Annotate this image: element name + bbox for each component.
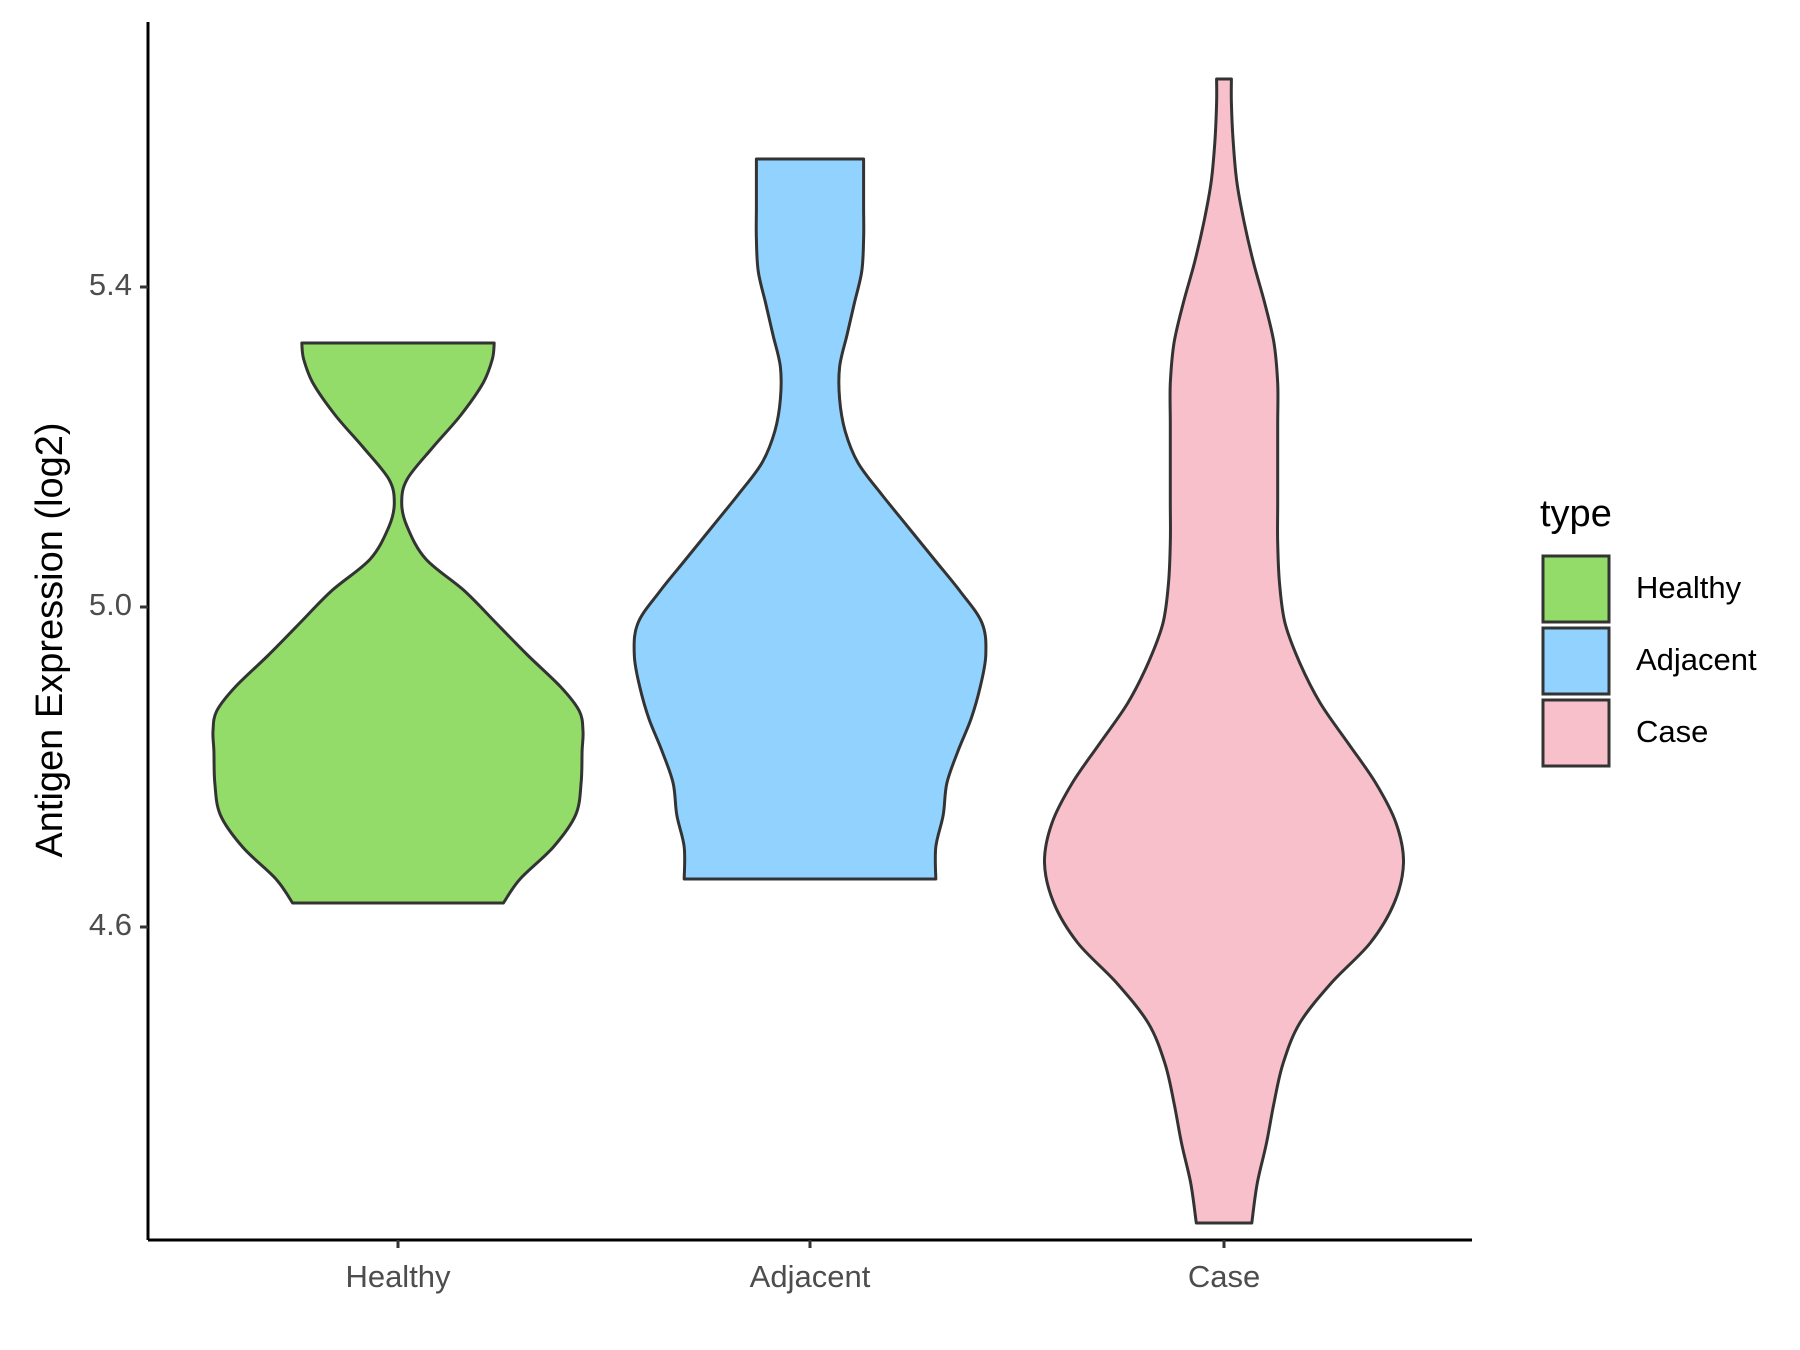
x-tick-label: Case	[1188, 1259, 1260, 1294]
x-ticks: Healthy Adjacent Case	[345, 1240, 1260, 1294]
y-axis-title: Antigen Expression (log2)	[29, 422, 71, 857]
legend-title: type	[1540, 493, 1612, 535]
violin-healthy	[211, 341, 585, 905]
violins	[211, 77, 1406, 1225]
legend-label: Case	[1636, 714, 1708, 749]
violin-case	[1042, 77, 1406, 1225]
y-ticks: 4.6 5.0 5.4	[89, 267, 148, 942]
y-tick-label: 4.6	[89, 907, 132, 942]
legend-label: Adjacent	[1636, 642, 1757, 677]
violin-adjacent	[632, 157, 988, 881]
legend: type Healthy Adjacent Case	[1540, 493, 1757, 768]
legend-swatch-case	[1541, 698, 1611, 768]
y-tick-label: 5.0	[89, 587, 132, 622]
x-tick-label: Healthy	[345, 1259, 451, 1294]
legend-swatch-healthy	[1541, 554, 1611, 624]
x-tick-label: Adjacent	[750, 1259, 871, 1294]
legend-swatch-adjacent	[1541, 626, 1611, 696]
legend-label: Healthy	[1636, 570, 1742, 605]
y-tick-label: 5.4	[89, 267, 132, 302]
